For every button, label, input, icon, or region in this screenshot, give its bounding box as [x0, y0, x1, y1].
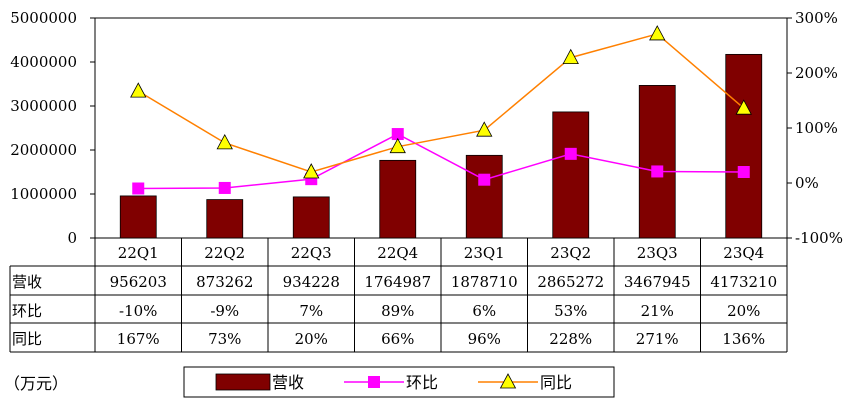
table-cell: 89%	[381, 302, 414, 320]
revenue-bar	[119, 195, 157, 239]
revenue-bar	[725, 53, 763, 239]
series-line	[137, 33, 745, 173]
table-cell: -10%	[119, 302, 157, 320]
series-point	[478, 173, 491, 186]
series-point	[562, 48, 579, 64]
table-cell: -9%	[210, 302, 239, 320]
series-point	[216, 134, 233, 150]
table-row-label: 环比	[12, 302, 42, 320]
series-line	[138, 133, 744, 190]
left-axis: 0 1000000 2000000 3000000 4000000 5000000	[10, 9, 95, 247]
series-point	[389, 137, 406, 154]
left-axis-tick-label: 3000000	[10, 97, 77, 115]
legend-label: 环比	[406, 373, 438, 392]
unit-label: （万元）	[4, 374, 68, 393]
table-cell: 2865272	[537, 273, 604, 291]
table-cell: 20%	[727, 302, 760, 320]
legend: 营收 环比 同比	[183, 366, 615, 398]
table-cell: 271%	[636, 330, 679, 348]
legend-label: 营收	[272, 373, 304, 392]
table-cell: 1878710	[451, 273, 518, 291]
category-label: 22Q2	[204, 244, 245, 262]
category-label: 23Q4	[723, 244, 764, 262]
table-cell: 934228	[283, 273, 340, 291]
ratio-lines	[130, 25, 752, 195]
category-label: 22Q1	[118, 244, 159, 262]
legend-label: 同比	[540, 373, 572, 392]
table-row-label: 营收	[12, 273, 42, 291]
table-cell: 96%	[468, 330, 501, 348]
table-row-label: 同比	[12, 330, 42, 348]
revenue-bar	[379, 159, 417, 239]
series-point	[737, 166, 750, 178]
left-axis-tick-label: 4000000	[10, 53, 77, 71]
right-axis-tick-label: -100%	[795, 229, 843, 247]
series-point	[649, 25, 666, 41]
series-point	[132, 182, 145, 195]
table-cell: 6%	[472, 302, 496, 320]
right-axis-tick-label: 300%	[795, 9, 838, 27]
right-axis: -100% 0% 100% 200% 300%	[787, 9, 843, 247]
table-cell: 4173210	[710, 273, 777, 291]
series-point	[303, 163, 320, 179]
revenue-bars	[119, 53, 763, 239]
table-cell: 228%	[549, 330, 592, 348]
left-axis-tick-label: 5000000	[10, 9, 77, 27]
left-axis-tick-label: 1000000	[10, 185, 77, 203]
left-axis-tick-label: 0	[67, 229, 77, 247]
data-table: 22Q1 22Q2 22Q3 22Q4 23Q1 23Q2 23Q3 23Q4 营收 956203…	[9, 238, 788, 353]
table-cell: 873262	[196, 273, 253, 291]
category-label: 22Q4	[377, 244, 418, 262]
table-cell: 66%	[381, 330, 414, 348]
revenue-bar	[292, 196, 330, 239]
table-cell: 956203	[110, 273, 167, 291]
table-cell: 53%	[554, 302, 587, 320]
category-label: 22Q3	[291, 244, 332, 262]
series-point	[564, 147, 577, 160]
series-point	[735, 99, 752, 115]
revenue-bar	[206, 199, 244, 239]
table-cell: 20%	[295, 330, 328, 348]
left-axis-tick-label: 2000000	[10, 141, 77, 159]
table-cell: 1764987	[364, 273, 431, 291]
legend-marker-square	[368, 376, 380, 388]
legend-swatch-bar	[215, 373, 271, 391]
series-point	[476, 121, 493, 137]
category-label: 23Q3	[637, 244, 678, 262]
table-cell: 167%	[117, 330, 160, 348]
table-cell: 136%	[722, 330, 765, 348]
right-axis-tick-label: 100%	[795, 119, 838, 137]
table-cell: 3467945	[624, 273, 691, 291]
table-cell: 73%	[208, 330, 241, 348]
series-point	[218, 181, 231, 194]
table-cell: 7%	[299, 302, 323, 320]
revenue-bar	[552, 111, 590, 239]
right-axis-tick-label: 200%	[795, 64, 838, 82]
table-cell: 21%	[641, 302, 674, 320]
category-label: 23Q2	[550, 244, 591, 262]
series-point	[651, 165, 664, 178]
revenue-bar	[465, 154, 503, 239]
series-point	[130, 82, 147, 98]
series-point	[391, 128, 404, 141]
right-axis-tick-label: 0%	[795, 174, 819, 192]
revenue-bar	[638, 85, 676, 239]
category-label: 23Q1	[464, 244, 505, 262]
legend-marker-triangle	[499, 373, 517, 389]
